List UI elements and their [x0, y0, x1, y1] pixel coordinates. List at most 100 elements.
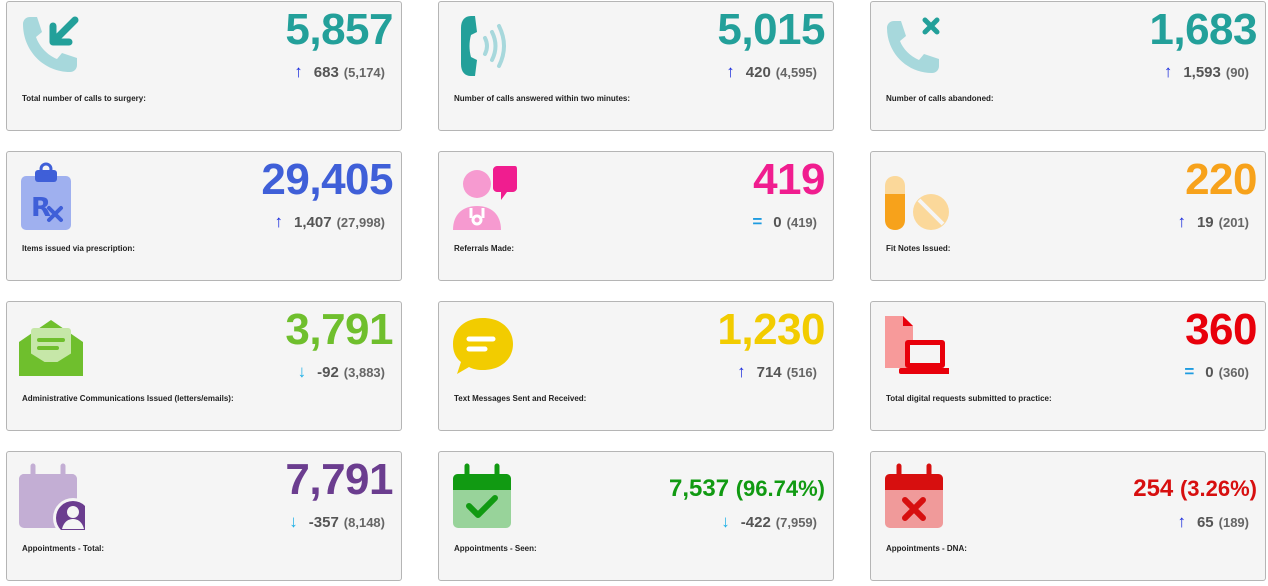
previous-value: (201): [1218, 215, 1249, 230]
previous-value: (7,959): [775, 515, 817, 530]
value-number: 7,537: [668, 475, 730, 502]
pills-icon: [885, 176, 949, 230]
delta-value: -357: [308, 514, 339, 531]
delta-value: 683: [313, 64, 339, 81]
metric-value: 220: [1185, 155, 1257, 204]
metric-label: Appointments - Total:: [22, 544, 105, 553]
metric-value: 5,015: [717, 5, 825, 54]
metric-delta: ↓ -92 (3,883): [298, 362, 385, 382]
metric-label: Total number of calls to surgery:: [22, 94, 146, 103]
metric-label: Number of calls abandoned:: [886, 94, 994, 103]
metric-delta: ↓ -422 (7,959): [721, 512, 817, 532]
trend-up-icon: ↑: [274, 212, 284, 231]
delta-value: 714: [756, 364, 782, 381]
metric-label: Administrative Communications Issued (le…: [22, 394, 234, 403]
card-appointments-dna: 254 (3.26%) ↑ 65 (189) Appointments - DN…: [870, 451, 1266, 581]
delta-value: 420: [745, 64, 771, 81]
card-fit-notes: 220 ↑ 19 (201) Fit Notes Issued:: [870, 151, 1266, 281]
card-calls-answered: 5,015 ↑ 420 (4,595) Number of calls answ…: [438, 1, 834, 131]
calendar-person-icon: [19, 463, 85, 530]
value-percent: (96.74%): [735, 476, 825, 501]
card-appointments-seen: 7,537 (96.74%) ↓ -422 (7,959) Appointmen…: [438, 451, 834, 581]
metric-value: 1,230: [717, 305, 825, 354]
metric-label: Items issued via prescription:: [22, 244, 135, 253]
previous-value: (189): [1218, 515, 1249, 530]
card-admin-communications: 3,791 ↓ -92 (3,883) Administrative Commu…: [6, 301, 402, 431]
card-referrals: 419 = 0 (419) Referrals Made:: [438, 151, 834, 281]
value-percent: (3.26%): [1179, 476, 1257, 501]
trend-down-icon: ↓: [289, 512, 298, 531]
delta-value: 1,593: [1183, 64, 1221, 81]
metric-delta: = 0 (360): [1184, 362, 1249, 382]
prescription-clipboard-icon: R: [21, 162, 71, 230]
trend-equal-icon: =: [1184, 362, 1195, 381]
laptop-document-icon: [885, 316, 949, 374]
metric-value: 419: [753, 155, 825, 204]
metric-value: 254 (3.26%): [1133, 474, 1257, 504]
trend-down-icon: ↓: [721, 512, 730, 531]
trend-up-icon: ↑: [1177, 212, 1186, 231]
previous-value: (90): [1225, 65, 1249, 80]
metric-delta: ↑ 1,407 (27,998): [275, 212, 385, 232]
chat-bubble-icon: [453, 318, 513, 374]
delta-value: -92: [317, 364, 339, 381]
value-number: 254: [1133, 475, 1174, 502]
calendar-cross-icon: [885, 463, 943, 528]
previous-value: (5,174): [343, 65, 385, 80]
metric-label: Appointments - Seen:: [454, 544, 537, 553]
trend-up-icon: ↑: [1177, 512, 1186, 531]
trend-down-icon: ↓: [297, 362, 307, 381]
calendar-check-icon: [453, 463, 511, 528]
card-calls-to-surgery: 5,857 ↑ 683 (5,174) Total number of call…: [6, 1, 402, 131]
metric-value: 7,537 (96.74%): [669, 474, 825, 504]
metric-delta: ↑ 420 (4,595): [726, 62, 817, 82]
metric-label: Number of calls answered within two minu…: [454, 94, 631, 103]
previous-value: (4,595): [775, 65, 817, 80]
trend-up-icon: ↑: [737, 362, 746, 381]
delta-value: 0: [1205, 364, 1214, 381]
metric-label: Fit Notes Issued:: [886, 244, 951, 253]
card-text-messages: 1,230 ↑ 714 (516) Text Messages Sent and…: [438, 301, 834, 431]
metric-delta: ↑ 1,593 (90): [1164, 62, 1249, 82]
previous-value: (8,148): [343, 515, 385, 530]
metric-label: Text Messages Sent and Received:: [454, 394, 587, 403]
metric-label: Appointments - DNA:: [886, 544, 967, 553]
svg-text:R: R: [31, 193, 51, 223]
trend-up-icon: ↑: [726, 62, 735, 81]
metric-delta: ↑ 19 (201): [1177, 212, 1249, 232]
phone-incoming-icon: [23, 16, 79, 72]
delta-value: 0: [773, 214, 782, 231]
doctor-chat-icon: [453, 166, 517, 230]
phone-missed-icon: [887, 17, 940, 73]
previous-value: (27,998): [336, 215, 385, 230]
trend-up-icon: ↑: [294, 62, 303, 81]
metric-value: 3,791: [285, 305, 393, 354]
card-appointments-total: 7,791 ↓ -357 (8,148) Appointments - Tota…: [6, 451, 402, 581]
previous-value: (3,883): [343, 365, 385, 380]
value-number: 7,791: [285, 455, 393, 504]
metric-value: 29,405: [261, 155, 393, 204]
metric-label: Referrals Made:: [454, 244, 515, 253]
delta-value: -422: [740, 514, 771, 531]
delta-value: 65: [1196, 514, 1214, 531]
trend-equal-icon: =: [752, 212, 763, 231]
metric-label: Total digital requests submitted to prac…: [886, 394, 1052, 403]
trend-up-icon: ↑: [1163, 62, 1173, 81]
metric-value: 1,683: [1149, 5, 1257, 54]
delta-value: 1,407: [294, 214, 332, 231]
metric-delta: ↑ 714 (516): [737, 362, 817, 382]
metric-delta: ↑ 65 (189): [1177, 512, 1249, 532]
card-digital-requests: 360 = 0 (360) Total digital requests sub…: [870, 301, 1266, 431]
metric-value: 360: [1185, 305, 1257, 354]
metric-delta: ↑ 683 (5,174): [294, 62, 385, 82]
card-prescriptions: R 29,405 ↑ 1,407 (27,998) Items issued v…: [6, 151, 402, 281]
metric-delta: = 0 (419): [752, 212, 817, 232]
card-calls-abandoned: 1,683 ↑ 1,593 (90) Number of calls aband…: [870, 1, 1266, 131]
previous-value: (419): [786, 215, 817, 230]
envelope-letter-icon: [19, 320, 83, 376]
metric-value: 7,791: [285, 456, 393, 504]
phone-ringing-icon: [461, 16, 506, 76]
metric-value: 5,857: [285, 5, 393, 54]
previous-value: (360): [1218, 365, 1249, 380]
previous-value: (516): [786, 365, 817, 380]
